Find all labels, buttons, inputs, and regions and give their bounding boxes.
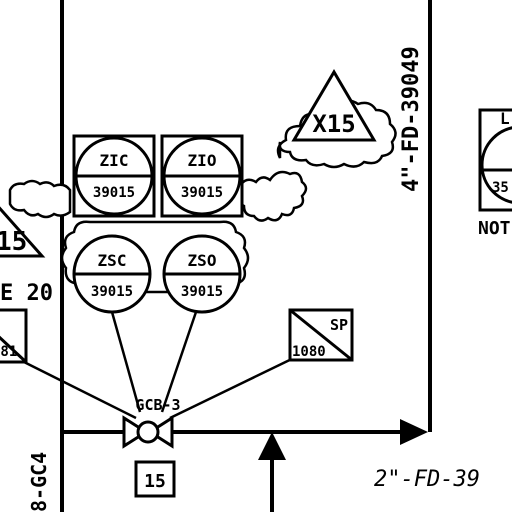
revision-triangle-left-label: 15: [0, 227, 27, 257]
sp-box-value: 1080: [292, 344, 326, 360]
revision-triangle-main-label: X15: [312, 110, 355, 138]
valve-label-box[interactable]: 15: [134, 460, 176, 498]
zio-loop: 39015: [181, 185, 223, 201]
valve-tag: GCB-3: [135, 396, 180, 414]
valve-body-right: [147, 415, 174, 449]
zso-tag: ZSO: [188, 251, 217, 270]
zio-tag: ZIO: [188, 151, 217, 170]
zic-loop: 39015: [93, 185, 135, 201]
left-partial-box[interactable]: 081: [0, 308, 28, 364]
revision-triangle-left[interactable]: 15: [0, 186, 46, 258]
sp-box-tag: SP: [330, 316, 348, 334]
note-left-fragment: E 20: [0, 281, 53, 306]
revision-triangle-left-shape: [0, 206, 46, 258]
control-valve[interactable]: GCB-3: [122, 396, 181, 449]
signal-line-zso: [160, 311, 198, 413]
line-label-vertical-left: 8-GC4: [27, 452, 51, 512]
instrument-zsc[interactable]: ZSC 39015: [72, 234, 152, 314]
zso-loop: 39015: [181, 284, 223, 300]
zic-tag: ZIC: [100, 151, 129, 170]
zsc-loop: 39015: [91, 284, 133, 300]
valve-label-box-text: 15: [144, 471, 166, 492]
sp-box[interactable]: SP 1080: [288, 308, 354, 362]
instrument-partial-right[interactable]: L 35: [478, 108, 512, 212]
left-partial-box-diagonal: [0, 335, 28, 364]
left-partial-box-value: 081: [0, 344, 17, 360]
signal-line-sp: [169, 353, 301, 420]
revision-triangle-main[interactable]: X15: [291, 69, 377, 142]
revision-cloud-instruments: [8, 170, 308, 294]
note-right-fragment: NOT: [478, 218, 511, 239]
signal-line-left-box: [19, 358, 137, 420]
left-partial-box-frame: [0, 308, 28, 364]
valve-body-left: [122, 415, 149, 449]
instrument-zso[interactable]: ZSO 39015: [162, 234, 242, 314]
revision-triangle-main-shape: [291, 69, 377, 142]
partial-right-bubble: [480, 126, 512, 204]
flow-arrow-up-icon: [258, 432, 286, 460]
zsc-tag: ZSC: [98, 251, 127, 270]
line-label-vertical-right: 4"-FD-39049: [399, 46, 424, 192]
valve-ball-icon: [136, 420, 160, 444]
line-label-bottom-right: 2"-FD-39: [374, 467, 480, 492]
flow-arrow-right-icon: [400, 419, 428, 445]
instrument-zic[interactable]: ZIC 39015: [72, 134, 156, 218]
signal-line-zsc: [110, 311, 142, 413]
valve-label-box-frame: [134, 460, 176, 498]
instrument-zio[interactable]: ZIO 39015: [160, 134, 244, 218]
partial-right-loop: 35: [492, 180, 509, 196]
partial-right-tag: L: [500, 109, 510, 128]
sp-box-diagonal: [289, 308, 353, 362]
